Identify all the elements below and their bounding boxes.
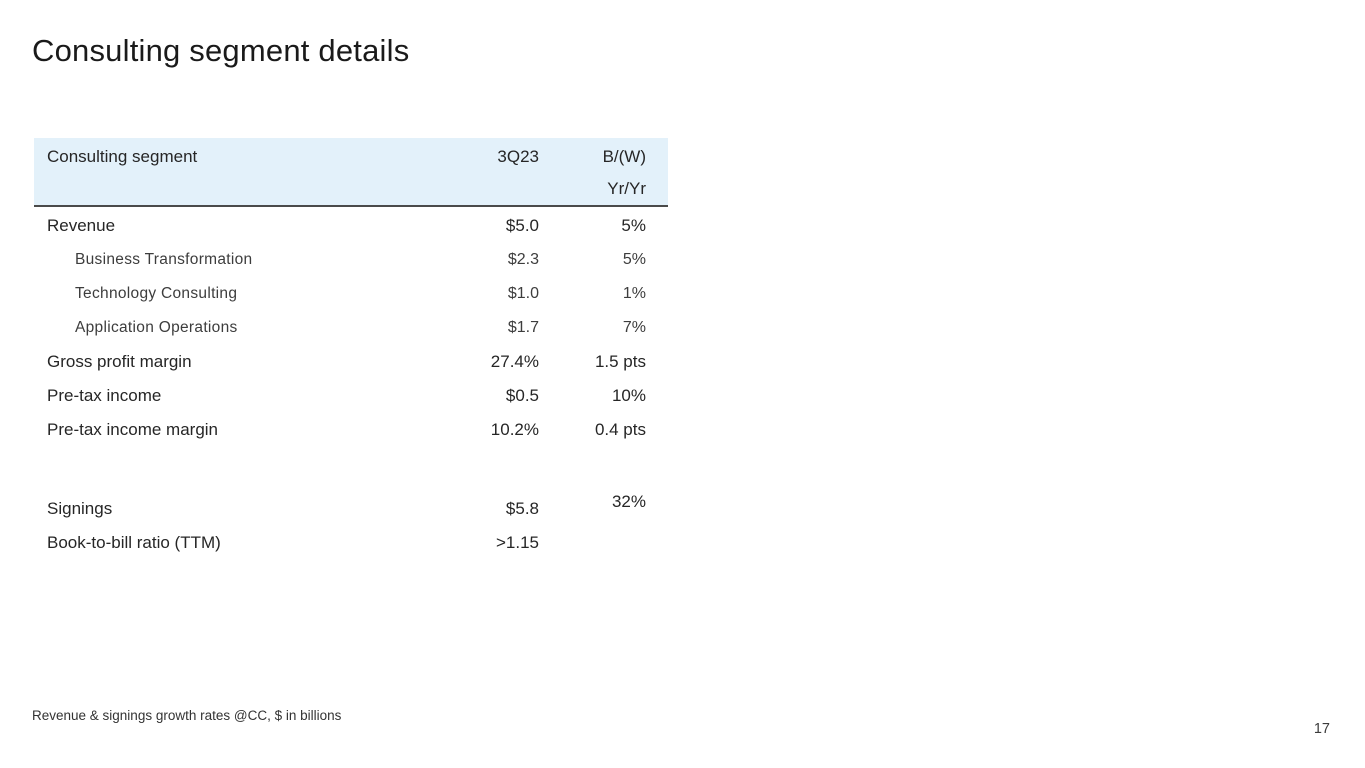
row-label: Pre-tax income: [47, 386, 162, 405]
table-header-row-2: Yr/Yr: [34, 173, 668, 205]
table-row: Gross profit margin 27.4% 1.5 pts: [34, 345, 668, 379]
row-change: 7%: [622, 319, 646, 336]
row-label: Book-to-bill ratio (TTM): [47, 533, 221, 552]
header-change-label-line2: Yr/Yr: [607, 179, 646, 198]
row-label: Gross profit margin: [47, 352, 192, 371]
table-body: Revenue $5.0 5% Business Transformation …: [34, 207, 668, 560]
row-label: Pre-tax income margin: [47, 420, 219, 439]
table-row: Business Transformation $2.3 5%: [34, 243, 668, 277]
row-label: Revenue: [47, 216, 116, 235]
row-change: 32%: [611, 492, 646, 511]
row-label: Application Operations: [75, 319, 238, 336]
row-value: >1.15: [495, 533, 539, 552]
footnote: Revenue & signings growth rates @CC, $ i…: [32, 708, 342, 723]
row-change: 0.4 pts: [594, 420, 646, 439]
row-value: 10.2%: [490, 420, 539, 439]
row-change: 1%: [622, 285, 646, 302]
row-value: $1.7: [507, 319, 539, 336]
row-change: 5%: [622, 251, 646, 268]
table-row: Pre-tax income margin 10.2% 0.4 pts: [34, 413, 668, 447]
table-header-row-1: Consulting segment 3Q23 B/(W): [34, 141, 668, 173]
table-header: Consulting segment 3Q23 B/(W) Yr/Yr: [34, 138, 668, 207]
row-change: 10%: [611, 386, 646, 405]
table-row: Technology Consulting $1.0 1%: [34, 277, 668, 311]
page-number: 17: [1313, 721, 1330, 737]
row-value: $5.0: [505, 216, 539, 235]
table-row: Signings $5.8 32%: [34, 492, 668, 526]
row-change: 1.5 pts: [594, 352, 646, 371]
table-row: Book-to-bill ratio (TTM) >1.15: [34, 526, 668, 560]
table-row: Revenue $5.0 5%: [34, 209, 668, 243]
consulting-segment-table: Consulting segment 3Q23 B/(W) Yr/Yr Reve…: [34, 138, 668, 560]
row-label: Technology Consulting: [75, 285, 238, 302]
table-row: Application Operations $1.7 7%: [34, 311, 668, 345]
row-value: $5.8: [505, 499, 539, 518]
row-value: 27.4%: [490, 352, 539, 371]
row-value: $1.0: [507, 285, 539, 302]
row-value: $2.3: [507, 251, 539, 268]
header-period-label: 3Q23: [497, 147, 539, 166]
header-change-label-line1: B/(W): [602, 147, 646, 166]
row-label: Business Transformation: [75, 251, 253, 268]
table-row: Pre-tax income $0.5 10%: [34, 379, 668, 413]
table-row: [34, 447, 668, 492]
row-change: 5%: [621, 216, 646, 235]
row-value: $0.5: [505, 386, 539, 405]
row-label: Signings: [47, 499, 113, 518]
page-title: Consulting segment details: [32, 33, 410, 68]
header-segment-label: Consulting segment: [47, 147, 198, 166]
